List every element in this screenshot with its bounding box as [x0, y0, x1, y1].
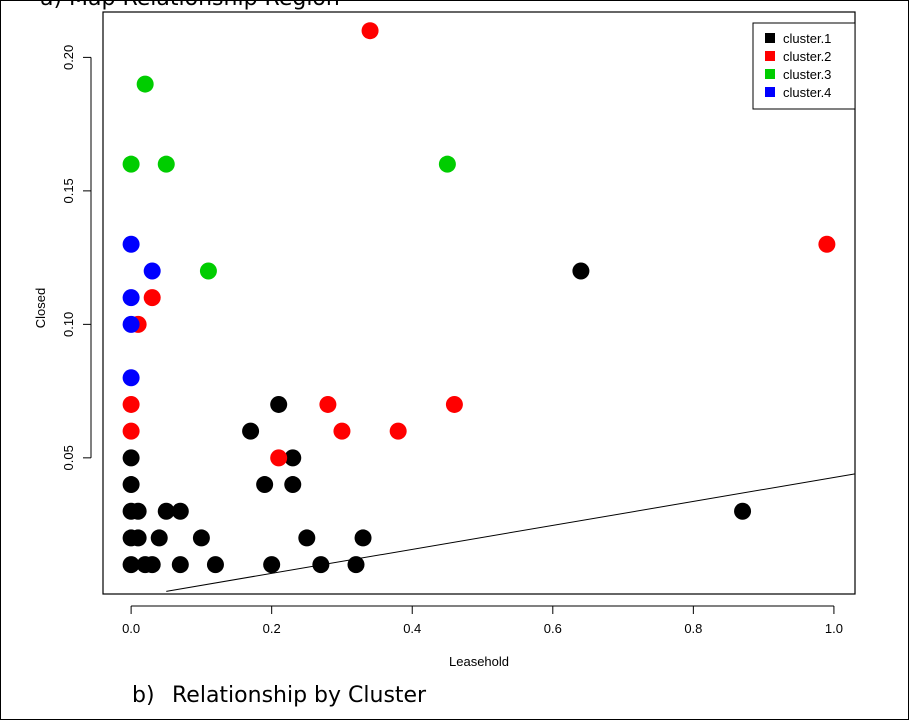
legend-swatch	[765, 51, 775, 61]
legend-label: cluster.4	[783, 85, 831, 100]
point-cluster-2	[818, 235, 836, 253]
legend-swatch	[765, 69, 775, 79]
point-cluster-3	[199, 262, 217, 280]
point-cluster-1	[171, 502, 189, 520]
point-cluster-1	[157, 502, 175, 520]
y-tick-label: 0.15	[61, 178, 76, 203]
point-cluster-1	[122, 556, 140, 574]
caption-text: Relationship by Cluster	[172, 683, 427, 708]
point-cluster-1	[150, 529, 168, 547]
legend-label: cluster.1	[783, 31, 831, 46]
x-tick-label: 0.8	[684, 621, 702, 636]
point-cluster-2	[389, 422, 407, 440]
point-cluster-1	[171, 556, 189, 574]
point-cluster-4	[122, 369, 140, 387]
x-tick-label: 1.0	[825, 621, 843, 636]
point-cluster-2	[333, 422, 351, 440]
y-tick-label: 0.20	[61, 45, 76, 70]
y-axis: 0.05 0.10 0.15 0.20	[61, 45, 92, 471]
point-cluster-2	[319, 395, 337, 413]
plot-area-box	[102, 11, 856, 595]
point-cluster-1	[284, 476, 302, 494]
caption-number: b)	[132, 683, 155, 708]
y-tick-label: 0.10	[61, 312, 76, 337]
point-cluster-4	[122, 315, 140, 333]
scatter-chart: 0.0 0.2 0.4 0.6 0.8 1.0 0.05 0.10 0.15 0.20 Leas…	[33, 11, 856, 669]
previous-caption-partial: a) Map Relationship Region	[40, 0, 340, 11]
point-cluster-2	[122, 395, 140, 413]
point-cluster-1	[192, 529, 210, 547]
point-cluster-1	[347, 556, 365, 574]
point-cluster-2	[445, 395, 463, 413]
legend-label: cluster.2	[783, 49, 831, 64]
point-cluster-1	[263, 556, 281, 574]
point-cluster-1	[734, 502, 752, 520]
x-tick-label: 0.6	[544, 621, 562, 636]
point-cluster-1	[242, 422, 260, 440]
point-cluster-1	[256, 476, 274, 494]
point-cluster-1	[298, 529, 316, 547]
point-cluster-1	[122, 476, 140, 494]
point-cluster-1	[312, 556, 330, 574]
point-cluster-1	[122, 449, 140, 467]
y-tick-label: 0.05	[61, 445, 76, 470]
figure-caption: b) Relationship by Cluster	[132, 683, 426, 708]
x-tick-label: 0.2	[263, 621, 281, 636]
reference-line-segment	[166, 473, 856, 592]
x-tick-label: 0.0	[122, 621, 140, 636]
point-cluster-4	[143, 262, 161, 280]
point-cluster-4	[122, 289, 140, 307]
point-cluster-1	[129, 529, 147, 547]
point-cluster-1	[270, 395, 288, 413]
point-cluster-1	[284, 449, 302, 467]
point-cluster-2	[122, 422, 140, 440]
point-cluster-1	[206, 556, 224, 574]
point-cluster-1	[143, 556, 161, 574]
point-cluster-2	[361, 22, 379, 40]
x-axis-label: Leasehold	[449, 654, 509, 669]
x-tick-label: 0.4	[403, 621, 421, 636]
x-axis: 0.0 0.2 0.4 0.6 0.8 1.0	[122, 605, 843, 636]
data-points	[122, 22, 836, 574]
point-cluster-1	[572, 262, 590, 280]
legend-swatch	[765, 33, 775, 43]
point-cluster-2	[270, 449, 288, 467]
point-cluster-3	[438, 155, 456, 173]
legend-swatch	[765, 87, 775, 97]
point-cluster-3	[157, 155, 175, 173]
point-cluster-1	[129, 502, 147, 520]
point-cluster-3	[122, 155, 140, 173]
legend: cluster.1 cluster.2 cluster.3 cluster.4	[752, 22, 856, 110]
point-cluster-2	[143, 289, 161, 307]
y-axis-label: Closed	[33, 288, 48, 328]
point-cluster-3	[136, 75, 154, 93]
reference-line	[166, 473, 856, 592]
legend-label: cluster.3	[783, 67, 831, 82]
point-cluster-1	[354, 529, 372, 547]
point-cluster-4	[122, 235, 140, 253]
